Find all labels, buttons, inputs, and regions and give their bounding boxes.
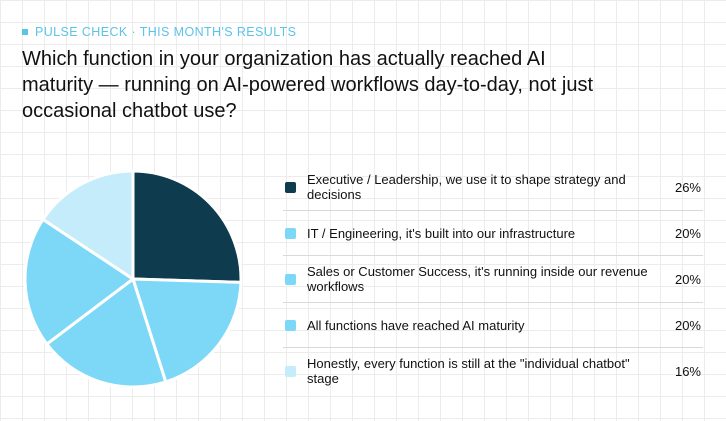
question-title: Which function in your organization has … <box>22 48 593 122</box>
pie-slice-3 <box>45 277 168 389</box>
legend-label: All functions have reached AI maturity <box>307 317 525 333</box>
eyebrow: PULSE CHECK · THIS MONTH'S RESULTS <box>22 25 296 39</box>
eyebrow-dot-icon <box>22 29 28 35</box>
legend-swatch <box>285 319 296 331</box>
legend-item: All functions have reached AI maturity 20… <box>283 303 703 348</box>
legend-swatch <box>285 365 296 377</box>
legend-percent: 20% <box>674 225 701 241</box>
pie-slice-2 <box>131 277 243 384</box>
legend-percent: 26% <box>674 179 701 195</box>
legend-label: Executive / Leadership, we use it to sha… <box>307 172 626 202</box>
legend-swatch <box>285 227 296 239</box>
pie-chart <box>23 169 243 389</box>
legend-percent: 16% <box>674 363 701 379</box>
pie-slice-5 <box>41 169 135 281</box>
eyebrow-text: PULSE CHECK · THIS MONTH'S RESULTS <box>35 25 297 39</box>
legend-swatch <box>285 181 296 193</box>
pie-slice-4 <box>23 217 135 346</box>
legend-item: IT / Engineering, it's built into our in… <box>283 211 703 256</box>
pie-slice-1 <box>131 169 243 284</box>
legend-swatch <box>285 273 296 285</box>
legend-label: Honestly, every function is still at the… <box>307 356 630 386</box>
legend-percent: 20% <box>674 317 701 333</box>
legend-item: Executive / Leadership, we use it to sha… <box>283 164 703 211</box>
chart-legend: Executive / Leadership, we use it to sha… <box>283 164 703 394</box>
legend-percent: 20% <box>674 271 701 287</box>
legend-label: Sales or Customer Success, it's running … <box>307 264 648 294</box>
legend-item: Sales or Customer Success, it's running … <box>283 256 703 303</box>
legend-item: Honestly, every function is still at the… <box>283 348 703 394</box>
legend-label: IT / Engineering, it's built into our in… <box>307 225 576 241</box>
